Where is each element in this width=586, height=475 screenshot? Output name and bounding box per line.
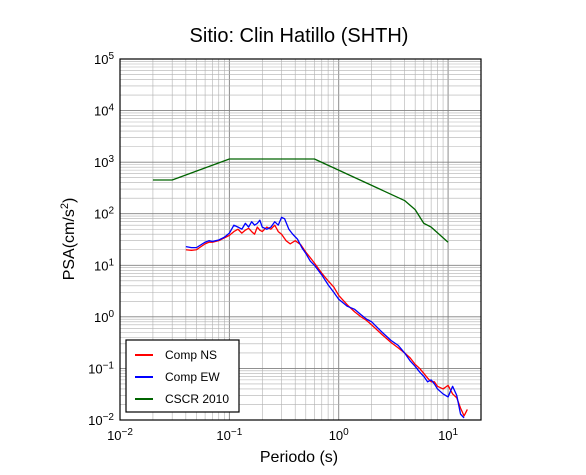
y-tick-label: 103 (94, 154, 114, 171)
y-tick-label: 102 (94, 205, 114, 222)
y-axis-label-main: PSA(cm/s (61, 209, 78, 280)
legend: Comp NS Comp EW CSCR 2010 (125, 339, 240, 413)
plot-frame (119, 58, 482, 421)
y-tick-label: 105 (94, 51, 114, 68)
x-tick-label: 100 (329, 427, 349, 444)
x-tick-label: 10−1 (216, 427, 242, 444)
legend-label-ns: Comp NS (165, 348, 217, 362)
y-axis-label-sup: 2 (59, 203, 71, 209)
legend-label-ew: Comp EW (165, 370, 220, 384)
tick-labels: 10−2 10−1 100 101 10−2 10−1 100 101 102 103 104 105 (88, 51, 458, 444)
y-tick-label: 10−1 (88, 360, 114, 377)
chart-title: Sitio: Clin Hatillo (SHTH) (190, 25, 409, 47)
y-axis-label-tail: ) (61, 198, 78, 203)
y-tick-label: 100 (94, 308, 114, 325)
series-line-2 (152, 158, 449, 243)
series-line-1 (185, 216, 465, 419)
legend-label-cscr: CSCR 2010 (165, 392, 229, 406)
y-tick-label: 10−2 (88, 412, 114, 429)
y-axis-label: PSA(cm/s2) (59, 198, 78, 281)
x-tick-label: 101 (438, 427, 458, 444)
series-line-0 (185, 224, 468, 417)
series-lines (152, 158, 468, 419)
y-tick-label: 104 (94, 102, 114, 119)
y-tick-label: 101 (94, 257, 114, 274)
x-tick-label: 10−2 (107, 427, 133, 444)
x-axis-label: Periodo (s) (260, 449, 338, 466)
